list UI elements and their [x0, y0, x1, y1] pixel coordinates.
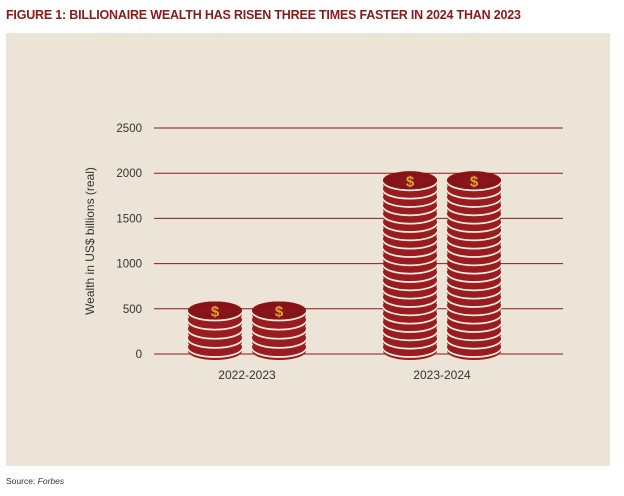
- coin-stack: $: [382, 171, 438, 360]
- dollar-symbol: $: [275, 303, 284, 320]
- y-tick-label: 2000: [116, 168, 142, 180]
- coin-stacks: $ $$ $: [187, 171, 502, 360]
- x-tick-label: 2023-2024: [413, 368, 471, 382]
- y-tick-label: 0: [136, 349, 142, 361]
- dollar-symbol: $: [470, 173, 479, 190]
- y-tick-label: 2500: [116, 123, 142, 135]
- y-tick-label: 1500: [116, 213, 142, 225]
- y-tick-label: 1000: [116, 259, 142, 271]
- dollar-symbol: $: [211, 303, 220, 320]
- x-tick-label: 2022-2023: [218, 368, 276, 382]
- y-axis-label: Wealth in US$ billions (real): [83, 167, 97, 315]
- y-tick-label: 500: [123, 304, 142, 316]
- coin-stack: $: [446, 171, 502, 360]
- bar-2022-2023: $ $: [187, 301, 307, 360]
- source-name: Forbes: [37, 476, 65, 486]
- coin-stack: $: [187, 301, 243, 360]
- x-axis-ticks: 2022-2023 2023-2024: [218, 368, 471, 382]
- chart-panel: 0 500 1000 1500 2000 2500 $ $ $ $ 2022-2023 2023-…: [6, 33, 610, 466]
- figure-title: FIGURE 1: BILLIONAIRE WEALTH HAS RISEN T…: [6, 8, 521, 22]
- bar-2023-2024: $ $: [382, 171, 502, 360]
- source-note: Source: Forbes: [6, 476, 64, 486]
- dollar-symbol: $: [406, 173, 415, 190]
- coin-stack: $: [251, 301, 307, 360]
- source-prefix: Source:: [6, 476, 38, 486]
- y-axis-ticks: 0 500 1000 1500 2000 2500: [116, 123, 142, 361]
